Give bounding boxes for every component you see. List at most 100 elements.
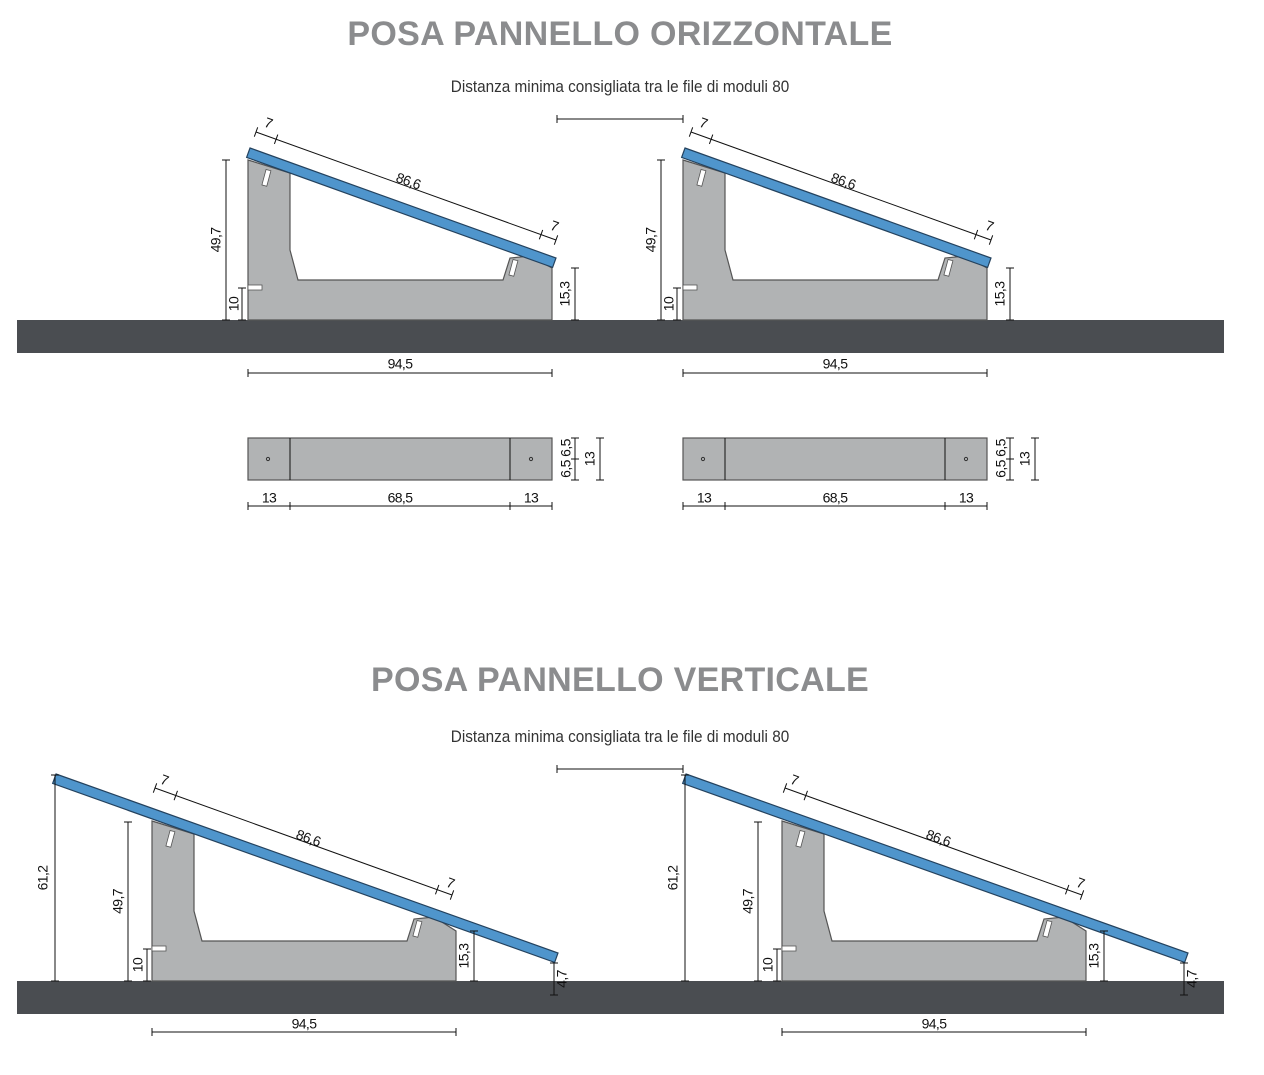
vertical-mount-unit-2: 86,6 7 7 61,2 49,7 10 15,3 4,7 94,5 xyxy=(665,771,1200,1036)
base-length-dim-label: 94,5 xyxy=(823,356,849,372)
panel-length-dim-line xyxy=(255,131,557,241)
panel-length-dim-tick xyxy=(253,127,259,137)
overhang-front-label: 7 xyxy=(788,771,801,789)
section-subtitle-horizontal: Distanza minima consigliata tra le file … xyxy=(450,77,790,96)
end-length-label: 13 xyxy=(524,490,539,506)
base-length-dim-label: 94,5 xyxy=(922,1016,948,1032)
solar-panel xyxy=(245,147,557,269)
panel-clamp-front xyxy=(165,829,176,848)
panel-clamp-rear xyxy=(508,258,519,277)
solar-panel xyxy=(681,773,1189,964)
overhang-rear-label: 7 xyxy=(1074,874,1087,892)
overhang-rear-label: 7 xyxy=(444,874,457,892)
panel-length-dim-tick xyxy=(152,783,158,793)
overhang-rear-label: 7 xyxy=(983,217,996,235)
end-length-label: 13 xyxy=(262,490,277,506)
panel-length-dim-tick xyxy=(1079,890,1085,900)
base-length-dim-label: 94,5 xyxy=(292,1016,318,1032)
middle-length-label: 68,5 xyxy=(388,490,414,506)
plan-block xyxy=(247,437,553,481)
plan-view: 6,5 6,5 13 13 68,5 13 xyxy=(682,437,1039,510)
rear-height-dim-label: 15,3 xyxy=(1086,943,1102,969)
overhang-front-label: 7 xyxy=(158,771,171,789)
half-width-label: 6,5 xyxy=(993,459,1009,477)
anchor-hole xyxy=(265,456,271,462)
base-length-dim-label: 94,5 xyxy=(388,356,414,372)
panel-length-dim-tick xyxy=(553,235,559,245)
anchor-height-dim-label: 10 xyxy=(130,957,146,972)
anchor-slot xyxy=(781,945,797,952)
panel-length-label: 86,6 xyxy=(394,169,424,193)
panel-clamp-front xyxy=(696,168,707,187)
panel-bottom-height-dim-label: 4,7 xyxy=(554,969,570,987)
anchor-slot xyxy=(682,284,698,291)
panel-length-dim-tick xyxy=(803,790,808,801)
overhang-front-label: 7 xyxy=(262,114,275,132)
panel-length-label: 86,6 xyxy=(829,169,859,193)
plan-width-dim-label: 13 xyxy=(582,451,598,466)
rear-height-dim-label: 15,3 xyxy=(456,943,472,969)
half-width-label: 6,5 xyxy=(993,438,1009,456)
panel-clamp-front xyxy=(261,168,272,187)
panel-length-dim-line xyxy=(154,787,453,896)
vertical-mount-unit-1: 86,6 7 7 61,2 49,7 10 15,3 4,7 94,5 xyxy=(35,771,570,1036)
panel-length-dim-tick xyxy=(434,884,440,895)
panel-length-label: 86,6 xyxy=(294,826,324,850)
end-length-label: 13 xyxy=(697,490,712,506)
plan-width-dim-label: 13 xyxy=(1017,451,1033,466)
front-height-dim-label: 49,7 xyxy=(110,888,126,914)
plan-view: 6,5 6,5 13 13 68,5 13 xyxy=(247,437,604,510)
anchor-height-dim-label: 10 xyxy=(760,957,776,972)
ballast-block xyxy=(151,820,457,982)
section-title-vertical: POSA PANNELLO VERTICALE xyxy=(370,661,870,699)
panel-length-dim-tick xyxy=(708,134,714,145)
section-title-horizontal: POSA PANNELLO ORIZZONTALE xyxy=(347,15,893,53)
anchor-height-dim-label: 10 xyxy=(226,296,242,311)
solar-panel xyxy=(51,773,559,964)
panel-length-dim-line xyxy=(784,787,1083,896)
anchor-hole xyxy=(700,456,706,462)
middle-length-label: 68,5 xyxy=(823,490,849,506)
panel-length-dim-line xyxy=(690,131,992,241)
panel-length-dim-tick xyxy=(988,235,994,245)
horizontal-mount-unit-2: 86,6 7 7 49,7 10 15,3 94,5 6,5 6,5 13 13 68,5 13 xyxy=(643,114,1039,510)
panel-bottom-height-dim-label: 4,7 xyxy=(1184,969,1200,987)
section-subtitle-vertical: Distanza minima consigliata tra le file … xyxy=(450,727,790,746)
panel-clamp-rear xyxy=(943,258,954,277)
panel-top-height-dim-label: 61,2 xyxy=(665,865,681,891)
overhang-front-label: 7 xyxy=(697,114,710,132)
plan-block xyxy=(682,437,988,481)
solar-panel xyxy=(680,147,992,269)
panel-top-height-dim-label: 61,2 xyxy=(35,865,51,891)
panel-length-dim-tick xyxy=(782,783,788,793)
front-height-dim-label: 49,7 xyxy=(643,227,659,253)
panel-length-dim-tick xyxy=(173,790,178,801)
anchor-hole xyxy=(528,456,534,462)
panel-clamp-rear xyxy=(1042,919,1053,938)
ballast-block xyxy=(781,820,1087,982)
ballast-block xyxy=(682,159,988,321)
anchor-slot xyxy=(247,284,263,291)
half-width-label: 6,5 xyxy=(558,438,574,456)
panel-clamp-front xyxy=(795,829,806,848)
panel-length-dim-tick xyxy=(538,229,544,240)
horizontal-mount-unit-1: 86,6 7 7 49,7 10 15,3 94,5 6,5 6,5 13 13 68,5 13 xyxy=(208,114,604,510)
front-height-dim-label: 49,7 xyxy=(208,227,224,253)
rear-height-dim-label: 15,3 xyxy=(557,281,573,307)
ballast-block xyxy=(247,159,553,321)
anchor-hole xyxy=(963,456,969,462)
panel-length-dim-tick xyxy=(449,890,455,900)
half-width-label: 6,5 xyxy=(558,459,574,477)
ground-vertical xyxy=(17,981,1224,1014)
ground-horizontal xyxy=(17,320,1224,353)
end-length-label: 13 xyxy=(959,490,974,506)
panel-length-dim-tick xyxy=(973,229,979,240)
front-height-dim-label: 49,7 xyxy=(740,888,756,914)
panel-length-label: 86,6 xyxy=(924,826,954,850)
panel-length-dim-tick xyxy=(688,127,694,137)
anchor-height-dim-label: 10 xyxy=(661,296,677,311)
panel-clamp-rear xyxy=(412,919,423,938)
rear-height-dim-label: 15,3 xyxy=(992,281,1008,307)
panel-length-dim-tick xyxy=(1064,884,1070,895)
